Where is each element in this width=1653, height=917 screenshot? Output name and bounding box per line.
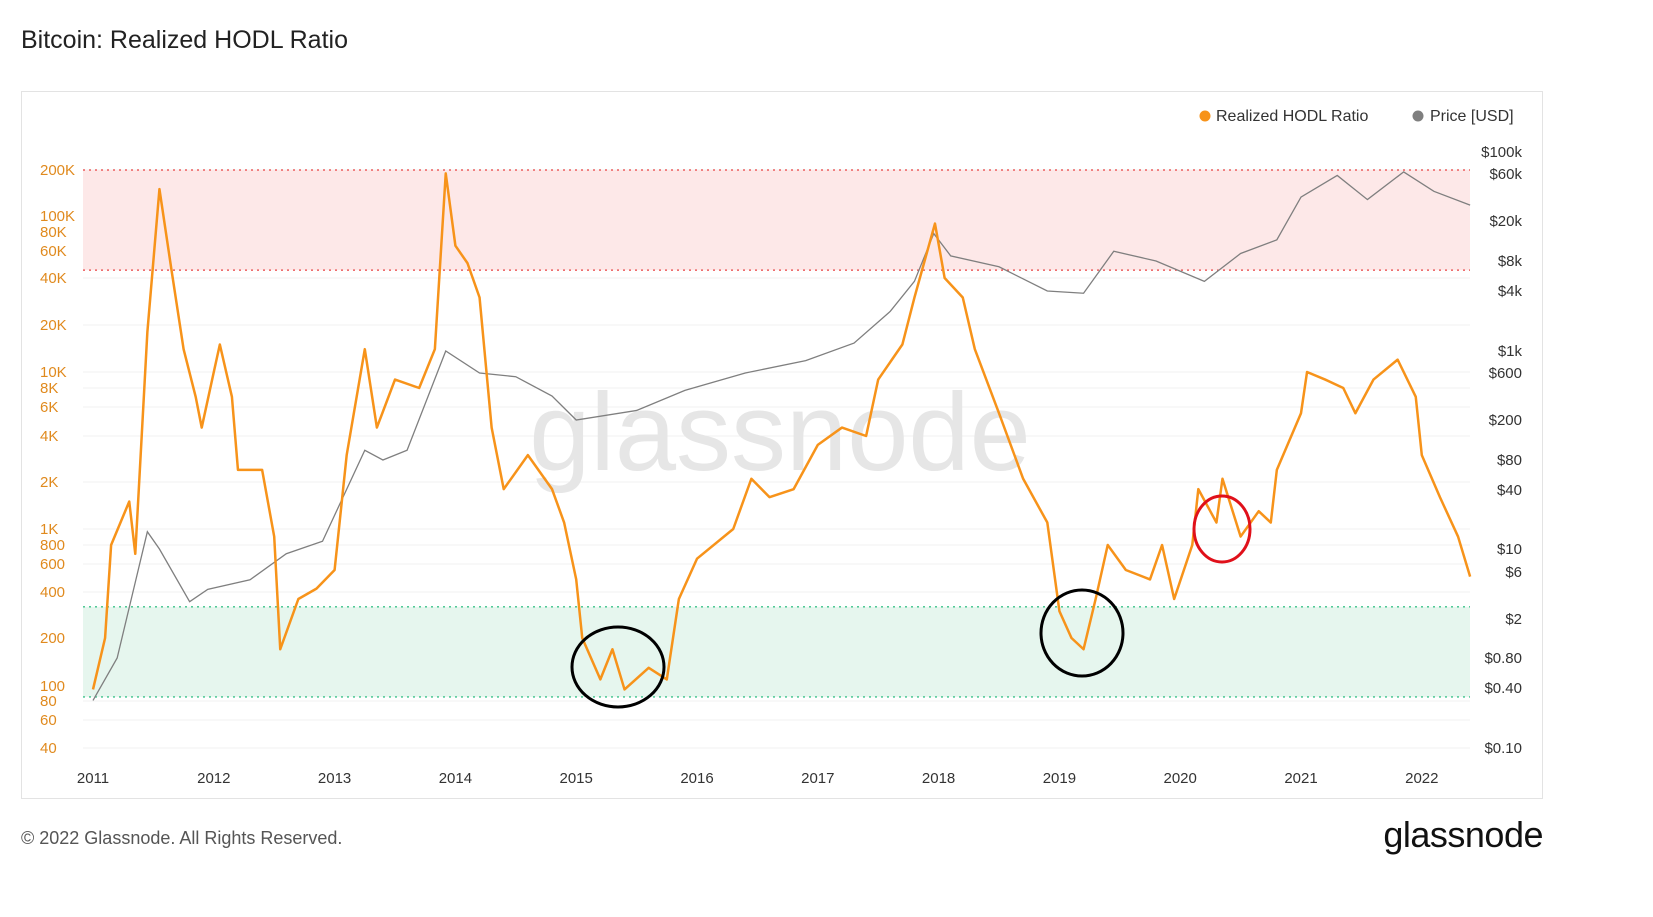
left-axis-tick: 2K — [40, 474, 58, 491]
right-axis-tick: $8k — [1498, 253, 1523, 270]
watermark: glassnode — [529, 371, 1031, 494]
x-axis-tick: 2019 — [1043, 770, 1076, 787]
right-axis-tick: $20k — [1489, 213, 1522, 230]
left-axis-tick: 40K — [40, 270, 67, 287]
left-axis-tick: 800 — [40, 537, 65, 554]
right-axis-tick: $1k — [1498, 343, 1523, 360]
lower-band — [83, 606, 1470, 697]
right-axis-tick: $80 — [1497, 452, 1522, 469]
x-axis-tick: 2013 — [318, 770, 351, 787]
left-axis-tick: 10K — [40, 364, 67, 381]
left-axis-tick: 6K — [40, 399, 58, 416]
left-axis-tick: 80 — [40, 693, 57, 710]
right-axis-tick: $200 — [1489, 412, 1522, 429]
upper-band — [83, 170, 1470, 271]
left-axis-tick: 400 — [40, 584, 65, 601]
x-axis-tick: 2018 — [922, 770, 955, 787]
legend-hodl-label: Realized HODL Ratio — [1216, 108, 1368, 125]
right-axis-tick: $0.40 — [1484, 680, 1522, 697]
right-axis-tick: $40 — [1497, 482, 1522, 499]
x-axis-tick: 2022 — [1405, 770, 1438, 787]
right-axis-tick: $6 — [1505, 564, 1522, 581]
x-axis-tick: 2017 — [801, 770, 834, 787]
copyright: © 2022 Glassnode. All Rights Reserved. — [21, 828, 343, 848]
annotation-circle-2020 — [1192, 494, 1252, 564]
annotation-circle-2019 — [1039, 588, 1125, 678]
left-axis-tick: 200 — [40, 630, 65, 647]
legend-hodl-marker — [1199, 110, 1211, 122]
chart-frame — [21, 91, 1543, 799]
x-axis-tick: 2015 — [560, 770, 593, 787]
left-axis-tick: 40 — [40, 740, 57, 757]
left-axis-tick: 8K — [40, 380, 58, 397]
x-axis-tick: 2021 — [1284, 770, 1317, 787]
left-axis-tick: 80K — [40, 224, 67, 241]
right-axis-tick: $4k — [1498, 283, 1523, 300]
right-axis-tick: $0.10 — [1484, 740, 1522, 757]
left-axis-tick: 60 — [40, 712, 57, 729]
left-axis-tick: 60K — [40, 243, 67, 260]
hodl-ratio-line — [91, 172, 1472, 691]
brand-logo: glassnode — [1383, 814, 1543, 855]
x-axis-tick: 2012 — [197, 770, 230, 787]
right-axis-tick: $10 — [1497, 541, 1522, 558]
x-axis-tick: 2014 — [439, 770, 472, 787]
left-axis-tick: 1K — [40, 521, 58, 538]
left-axis-tick: 600 — [40, 556, 65, 573]
right-axis-tick: $60k — [1489, 166, 1522, 183]
left-axis-tick: 20K — [40, 317, 67, 334]
right-axis-tick: $0.80 — [1484, 650, 1522, 667]
left-axis-tick: 200K — [40, 162, 75, 179]
legend-price-marker — [1412, 110, 1424, 122]
left-axis-tick: 4K — [40, 428, 58, 445]
left-axis-tick: 100K — [40, 208, 75, 225]
legend-price-label: Price [USD] — [1430, 108, 1514, 125]
x-axis-tick: 2011 — [77, 770, 109, 787]
price-line — [92, 171, 1471, 701]
right-axis-tick: $600 — [1489, 365, 1522, 382]
left-axis-tick: 100 — [40, 678, 65, 695]
chart-title: Bitcoin: Realized HODL Ratio — [21, 26, 348, 54]
x-axis-tick: 2016 — [680, 770, 713, 787]
right-axis-tick: $2 — [1505, 611, 1522, 628]
annotation-circle-2015 — [570, 625, 666, 709]
x-axis-tick: 2020 — [1164, 770, 1197, 787]
right-axis-tick: $100k — [1481, 144, 1522, 161]
